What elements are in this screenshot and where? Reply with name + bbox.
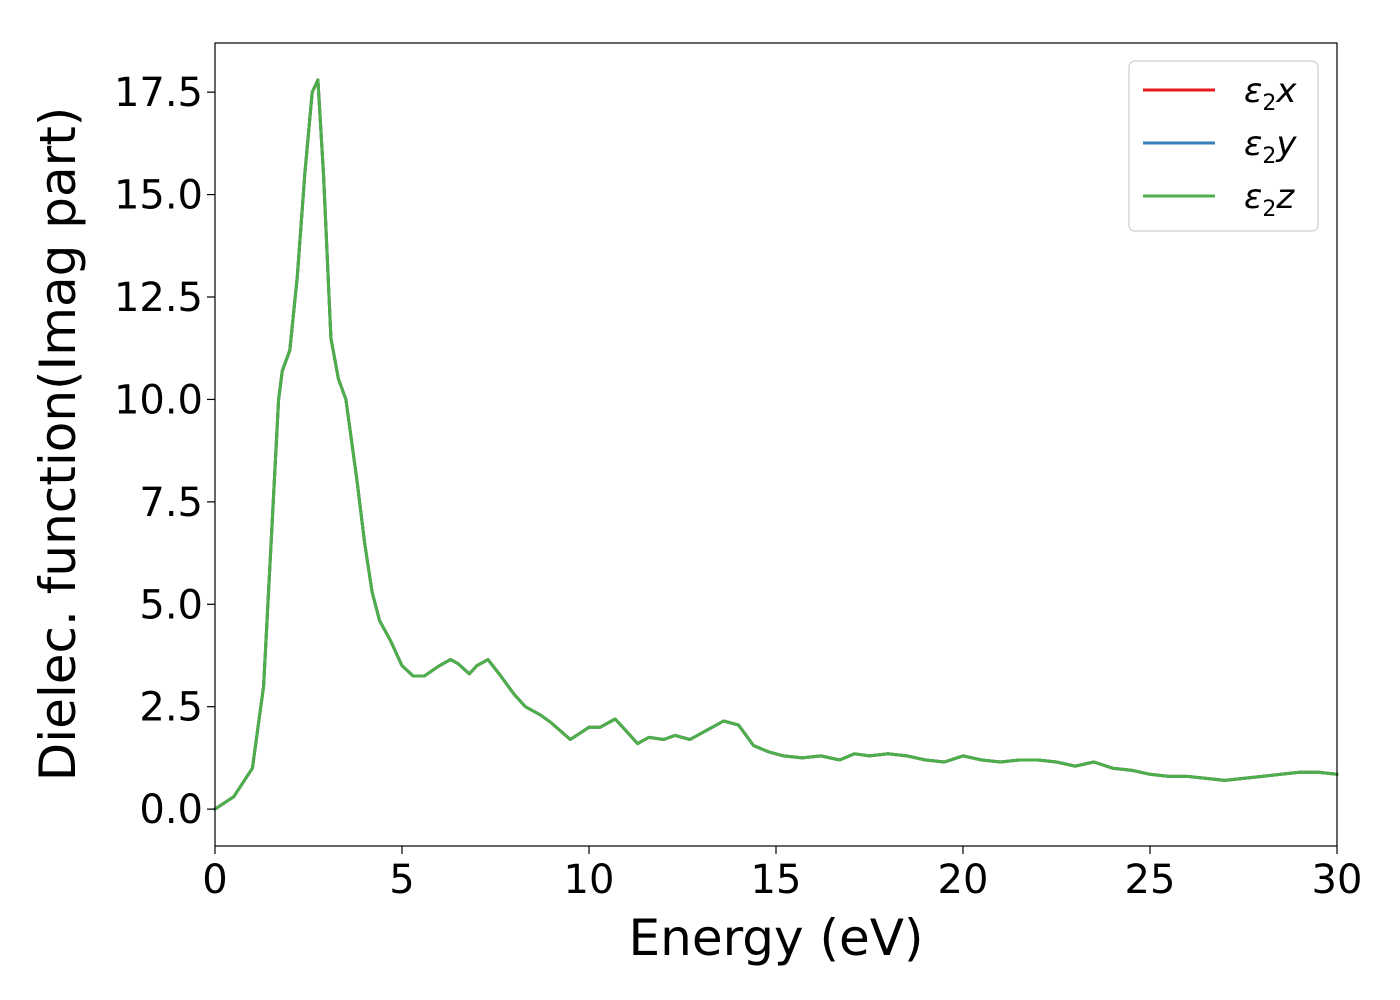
x-axis: 0 5 10 15 20 25 30 (202, 846, 1362, 903)
legend-label-1: ε2x (1244, 71, 1297, 116)
series-line-3 (213, 78, 1339, 811)
x-tick-label: 0 (202, 857, 227, 903)
y-axis-title: Dielec. function(Imag part) (29, 107, 87, 782)
x-tick-label: 25 (1125, 857, 1176, 903)
x-tick-label: 10 (564, 857, 615, 903)
legend-label-3: ε2z (1244, 177, 1295, 222)
x-tick-label: 30 (1312, 857, 1363, 903)
series-layer (213, 78, 1339, 811)
y-tick-label: 5.0 (139, 582, 203, 628)
y-tick-label: 15.0 (114, 173, 203, 219)
y-tick-label: 10.0 (114, 377, 203, 423)
legend-box (1128, 60, 1319, 232)
x-tick-label: 15 (751, 857, 802, 903)
y-tick-label: 2.5 (139, 685, 203, 731)
y-tick-label: 17.5 (114, 70, 203, 116)
y-axis: 0.0 2.5 5.0 7.5 10.0 12.5 15.0 17.5 (114, 70, 215, 833)
x-axis-title: Energy (eV) (629, 909, 924, 967)
legend: ε2x ε2y ε2z (1128, 60, 1319, 232)
x-tick-label: 20 (938, 857, 989, 903)
y-tick-label: 0.0 (139, 787, 203, 833)
x-tick-label: 5 (389, 857, 414, 903)
legend-label-2: ε2y (1244, 124, 1297, 169)
y-tick-label: 7.5 (139, 480, 203, 526)
y-tick-label: 12.5 (114, 275, 203, 321)
